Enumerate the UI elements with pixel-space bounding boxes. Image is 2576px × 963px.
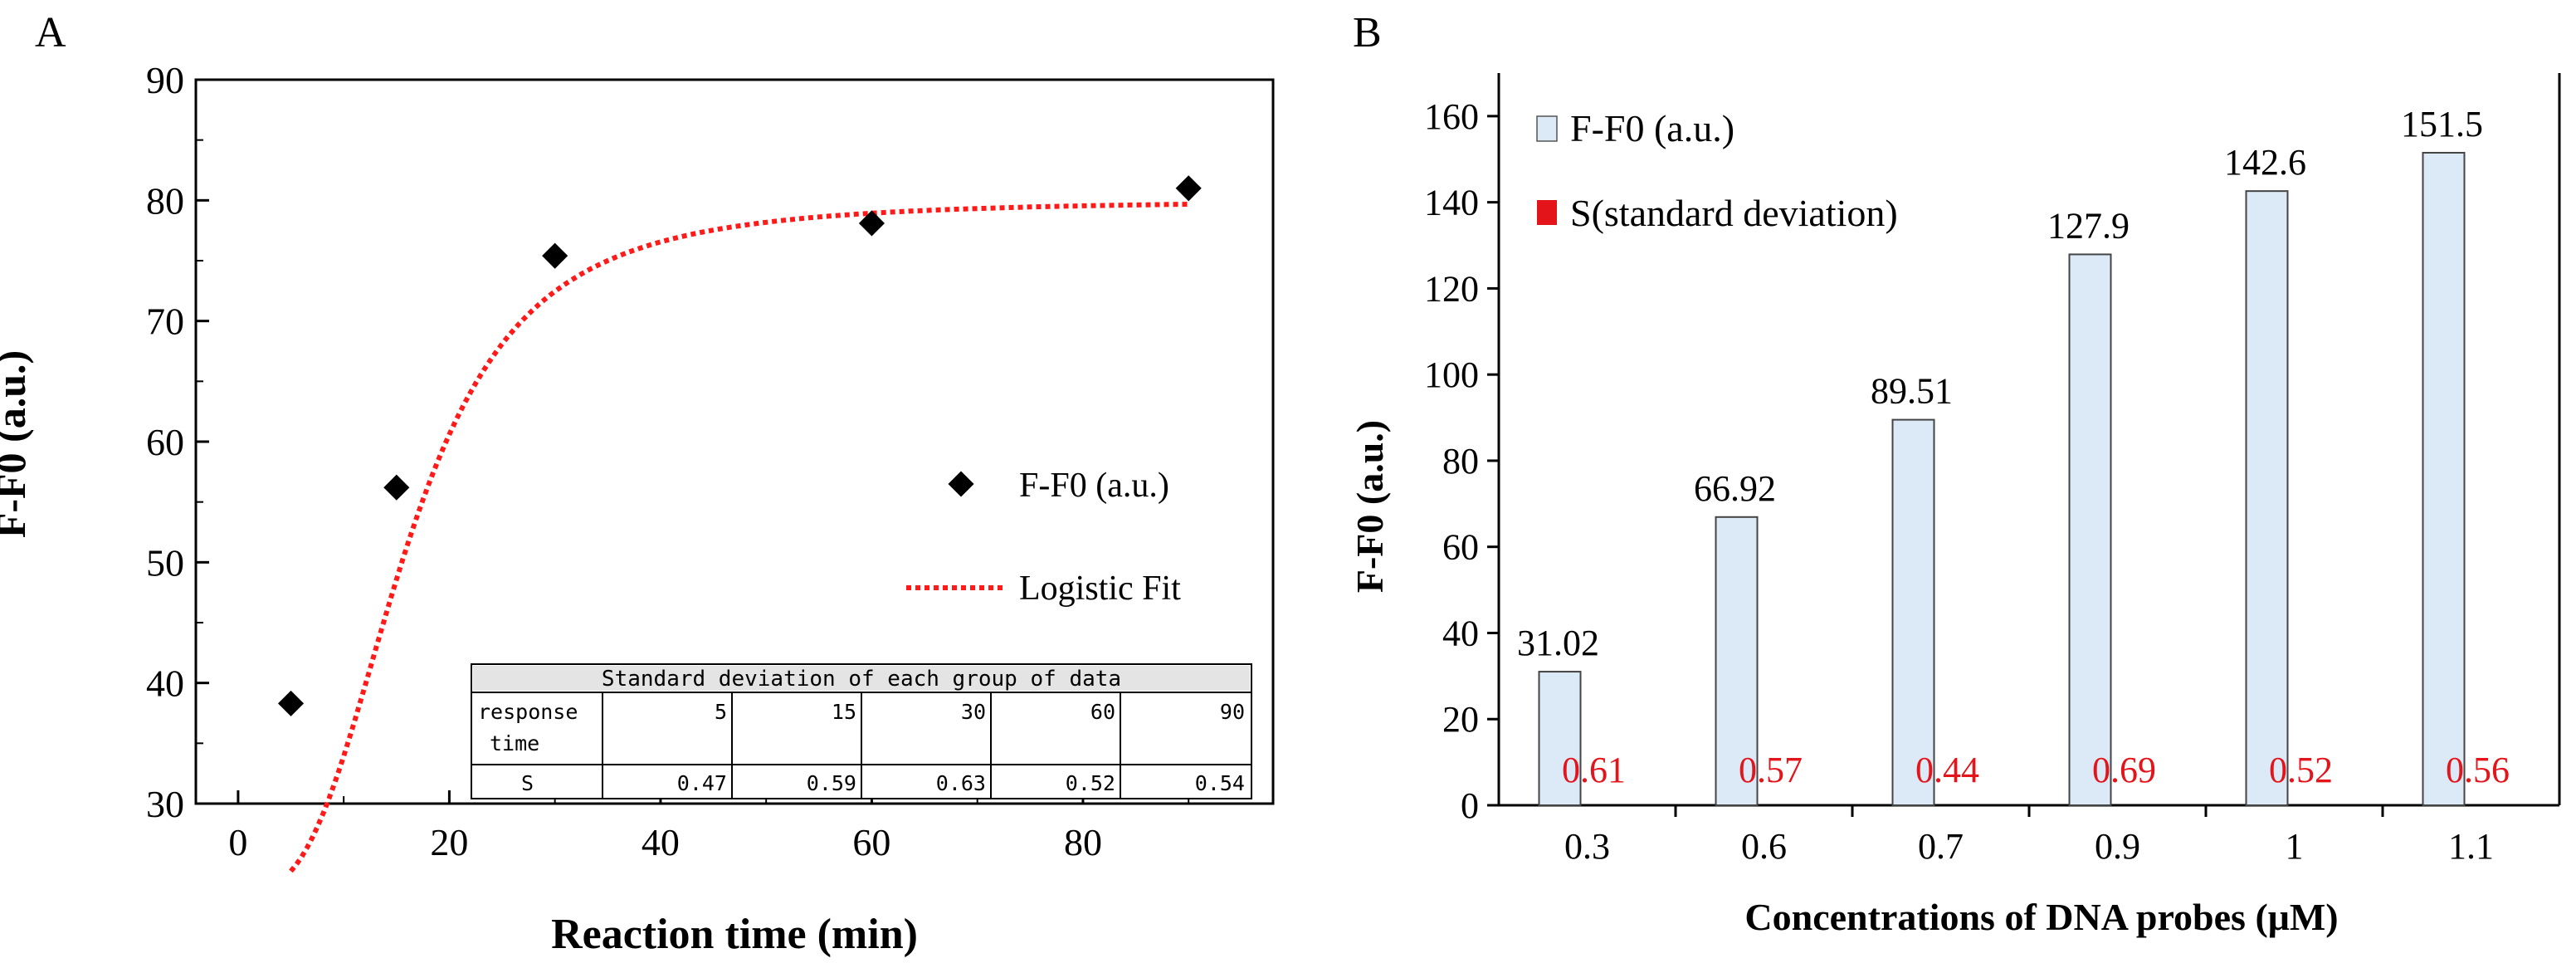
legend-bar-swatch	[1536, 115, 1558, 142]
legend-a-item-fit: Logistic Fit	[1019, 569, 1181, 608]
x-tick-label: 40	[642, 821, 680, 863]
inset-table-time-cell: 60	[1090, 700, 1115, 724]
y-tick-label: 70	[146, 301, 184, 343]
bar	[1715, 516, 1759, 806]
inset-table-row-label-s: S	[521, 771, 534, 795]
bar-value-label: 31.02	[1517, 623, 1599, 663]
bar	[2068, 253, 2112, 807]
legend-sd-swatch	[1537, 200, 1557, 225]
bar-value-label: 151.5	[2401, 104, 2483, 144]
panel-b-bars-layer: 31.02 0.61 66.92 0.57 89.51 0.44 127.9 0.69 142.…	[1517, 104, 2510, 807]
y-tick-label: 60	[1442, 527, 1479, 568]
data-point	[1175, 175, 1202, 202]
sd-value-label: 0.69	[2092, 750, 2156, 790]
y-tick-label: 90	[146, 59, 184, 101]
x-tick-label: 1.1	[2448, 826, 2494, 867]
inset-table-s-cell: 0.52	[1066, 771, 1115, 795]
panel-a: A 30 40 50 60 70 80 90 0 20 40 60 80 F-F0 (a.u.) Re…	[0, 9, 1275, 958]
panel-b-axes: 0 20 40 60 80 100 120 140 160 0.3 0.6 0.7 0.9 1 1.1	[1424, 73, 2561, 867]
inset-table-row-label-time: time	[490, 731, 539, 755]
y-tick-label: 30	[146, 783, 184, 825]
y-tick-label: 80	[146, 179, 184, 222]
panel-b-x-axis-label: Concentrations of DNA probes (μM)	[1744, 896, 2338, 938]
y-tick-label: 80	[1442, 441, 1479, 482]
bar-value-label: 66.92	[1694, 468, 1776, 509]
sd-value-label: 0.56	[2446, 750, 2510, 790]
x-tick-label: 20	[430, 821, 468, 863]
y-tick-label: 140	[1424, 183, 1479, 223]
x-tick-label: 0	[228, 821, 247, 863]
x-tick-label: 0.9	[2095, 826, 2140, 867]
x-tick-label: 0.3	[1564, 826, 1610, 867]
inset-table-title: Standard deviation of each group of data	[602, 667, 1121, 692]
sd-value-label: 0.44	[1915, 750, 1979, 790]
panel-b-y-axis-label: F-F0 (a.u.)	[1349, 420, 1391, 593]
data-point	[383, 474, 410, 501]
panel-b-legend: F-F0 (a.u.) S(standard deviation)	[1536, 107, 1898, 234]
sd-value-label: 0.61	[1562, 750, 1626, 790]
legend-b-item-value: F-F0 (a.u.)	[1570, 107, 1734, 149]
inset-table-s-cell: 0.63	[936, 771, 986, 795]
legend-a-item-points: F-F0 (a.u.)	[1019, 467, 1169, 505]
bar-value-label: 89.51	[1871, 371, 1953, 412]
panel-a-y-axis-label: F-F0 (a.u.)	[0, 350, 34, 538]
inset-table-s-cell: 0.54	[1195, 771, 1245, 795]
inset-table-time-cell: 15	[832, 700, 856, 724]
logistic-fit-line	[289, 202, 1189, 873]
y-tick-label: 40	[146, 662, 184, 705]
bar	[2422, 151, 2466, 806]
x-tick-label: 60	[852, 821, 890, 863]
inset-table-s-cell: 0.47	[677, 771, 727, 795]
y-tick-label: 20	[1442, 699, 1479, 740]
y-tick-label: 100	[1424, 354, 1479, 395]
y-tick-label: 160	[1424, 96, 1479, 137]
panel-a-points-layer	[277, 175, 1202, 716]
inset-table-time-cell: 90	[1220, 700, 1245, 724]
panel-a-legend: F-F0 (a.u.) Logistic Fit	[906, 467, 1181, 608]
sd-value-label: 0.52	[2269, 750, 2333, 790]
panel-a-fit-layer	[289, 202, 1189, 873]
y-tick-label: 120	[1424, 268, 1479, 309]
inset-table-row-label-response: response	[478, 700, 578, 724]
bar-value-label: 127.9	[2047, 205, 2130, 246]
legend-b-item-sd: S(standard deviation)	[1570, 192, 1898, 234]
y-tick-label: 50	[146, 541, 184, 584]
inset-table: Standard deviation of each group of data…	[471, 663, 1252, 799]
legend-marker-diamond	[948, 471, 974, 497]
x-tick-label: 80	[1064, 821, 1102, 863]
panel-b-label: B	[1353, 9, 1382, 56]
inset-table-time-cell: 5	[715, 700, 727, 724]
y-tick-label: 60	[146, 421, 184, 463]
bar	[1538, 671, 1582, 806]
inset-table-header-bg	[473, 666, 1250, 691]
bar-value-label: 142.6	[2224, 142, 2306, 183]
x-tick-label: 1	[2286, 826, 2304, 867]
x-tick-label: 0.7	[1918, 826, 1964, 867]
panel-a-x-axis-label: Reaction time (min)	[551, 911, 918, 958]
sd-value-label: 0.57	[1739, 750, 1803, 790]
y-tick-label: 0	[1461, 785, 1479, 826]
data-point	[858, 210, 885, 237]
y-tick-label: 40	[1442, 613, 1479, 653]
data-point	[277, 690, 305, 716]
panel-a-label: A	[35, 9, 66, 56]
x-tick-label: 0.6	[1741, 826, 1787, 867]
inset-table-time-cell: 30	[961, 700, 986, 724]
bar	[1891, 418, 1935, 806]
panel-a-axes: 30 40 50 60 70 80 90 0 20 40 60 80	[146, 59, 1275, 863]
inset-table-s-cell: 0.59	[807, 771, 856, 795]
data-point	[542, 242, 568, 269]
bar	[2245, 190, 2289, 806]
